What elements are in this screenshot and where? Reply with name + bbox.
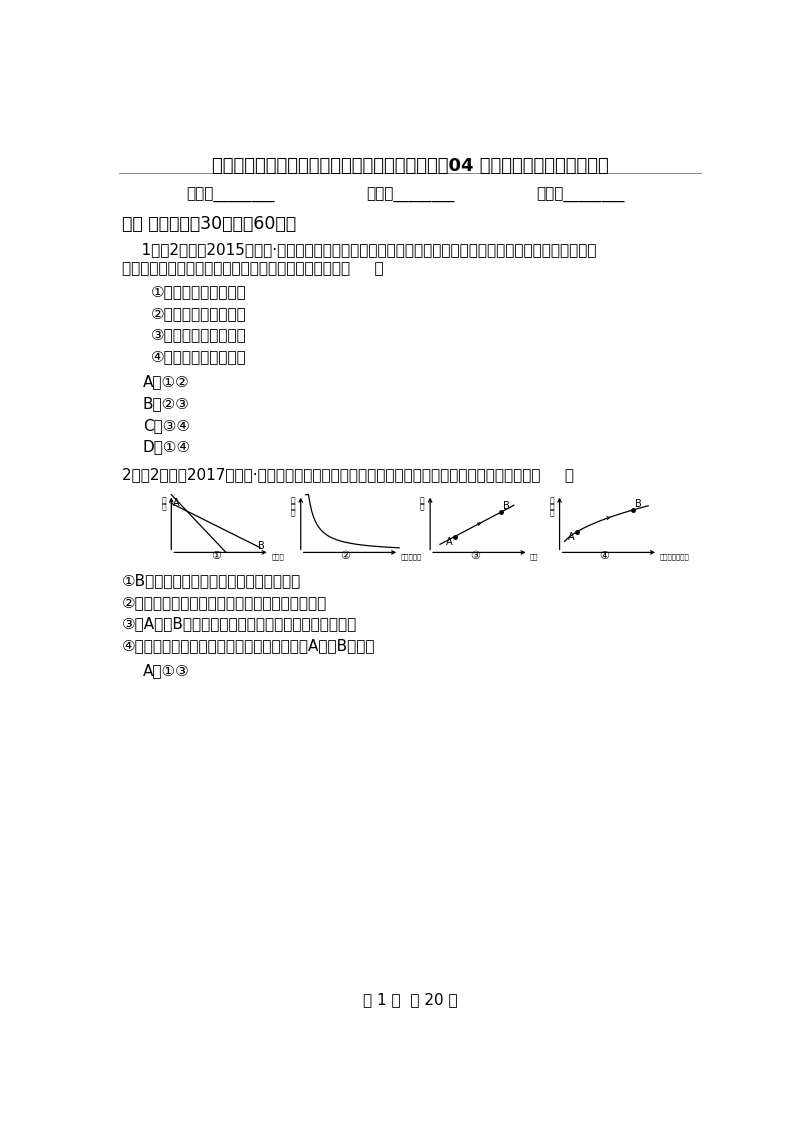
Text: 需求量: 需求量 [271, 554, 284, 560]
Text: 量: 量 [290, 508, 295, 517]
Text: 值: 值 [290, 503, 295, 512]
Text: B: B [258, 541, 265, 551]
Text: 湖北省恩施土家族苗族自治州高考政治一轮复习：04 价格变动对经济生活的影响: 湖北省恩施土家族苗族自治州高考政治一轮复习：04 价格变动对经济生活的影响 [212, 157, 608, 175]
Text: 求: 求 [550, 503, 554, 512]
Text: 姓名：________: 姓名：________ [186, 188, 274, 204]
Text: A．①②: A．①② [142, 375, 190, 389]
Text: 2．（2分）（2017高一上·台山期中）假定其他条件不变，下列表述与其对应图标信息相符的是（     ）: 2．（2分）（2017高一上·台山期中）假定其他条件不变，下列表述与其对应图标信… [122, 466, 574, 482]
Text: ③从A点到B点的变化反映了商品价格对商品供给的影响: ③从A点到B点的变化反映了商品价格对商品供给的影响 [122, 616, 357, 632]
Text: 上甲商品的价格大幅度下降，那么，在其他条件不变时（     ）: 上甲商品的价格大幅度下降，那么，在其他条件不变时（ ） [122, 261, 383, 276]
Text: 社会劳动生产率: 社会劳动生产率 [659, 554, 690, 560]
Text: 格: 格 [420, 503, 425, 512]
Text: 格: 格 [162, 503, 166, 512]
Text: C．③④: C．③④ [142, 418, 190, 432]
Text: ②乙商品的需求量增加: ②乙商品的需求量增加 [150, 306, 246, 321]
Text: 价: 价 [290, 496, 295, 505]
Text: B: B [502, 501, 510, 512]
Text: D．①④: D．①④ [142, 439, 190, 454]
Text: B: B [635, 499, 642, 509]
Text: ①: ① [211, 551, 221, 560]
Text: ①B商品需求弹性大，对价格变动的反应小: ①B商品需求弹性大，对价格变动的反应小 [122, 573, 301, 589]
Text: 价: 价 [162, 496, 166, 505]
Text: ③: ③ [470, 551, 480, 560]
Text: 需: 需 [550, 496, 554, 505]
Text: 第 1 页  共 20 页: 第 1 页 共 20 页 [362, 992, 458, 1007]
Text: A．①③: A．①③ [142, 663, 190, 678]
Text: 价: 价 [420, 496, 425, 505]
Text: ①乙商品的需求量减少: ①乙商品的需求量减少 [150, 284, 246, 300]
Text: 劳动生产率: 劳动生产率 [401, 554, 422, 560]
Text: B．②③: B．②③ [142, 396, 190, 411]
Text: ②: ② [340, 551, 350, 560]
Text: 一、 单选题（共30题；共60分）: 一、 单选题（共30题；共60分） [122, 215, 296, 233]
Text: A: A [446, 538, 453, 547]
Text: ③丙商品的需求量减少: ③丙商品的需求量减少 [150, 327, 246, 343]
Text: ④社会劳动生产率提高，则该商品需求量会由A点向B点移动: ④社会劳动生产率提高，则该商品需求量会由A点向B点移动 [122, 637, 375, 653]
Text: ④丙商品的需求量增加: ④丙商品的需求量增加 [150, 349, 246, 365]
Text: 数量: 数量 [530, 554, 538, 560]
Text: A: A [174, 498, 180, 507]
Text: 量: 量 [550, 508, 554, 517]
Text: 成绩：________: 成绩：________ [536, 188, 625, 204]
Text: 班级：________: 班级：________ [366, 188, 454, 204]
Text: 1．（2分）（2015高一上·清流期中）假定甲商品和乙商品是互补品，甲商品和丙商品是替代品。如果市场: 1．（2分）（2015高一上·清流期中）假定甲商品和乙商品是互补品，甲商品和丙商… [122, 242, 596, 257]
Text: ④: ④ [599, 551, 609, 560]
Text: A: A [568, 532, 575, 542]
Text: ②曲线反映了个别劳动生产率对商品价值量的影响: ②曲线反映了个别劳动生产率对商品价值量的影响 [122, 594, 327, 610]
